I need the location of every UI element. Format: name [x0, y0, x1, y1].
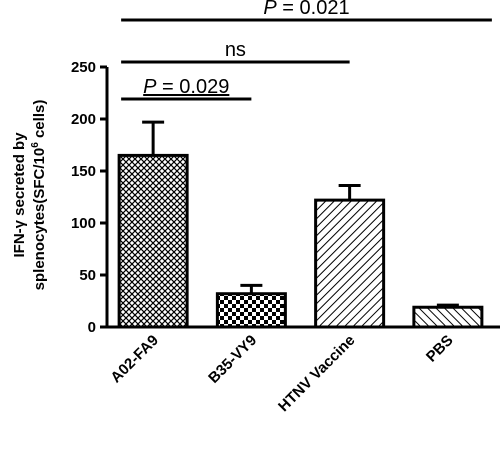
category-label: PBS: [423, 332, 457, 366]
significance-label: ns: [225, 39, 246, 61]
y-tick-label: 50: [79, 267, 96, 284]
p-value: = 0.021: [277, 0, 350, 19]
p-value: = 0.029: [157, 76, 230, 98]
y-axis-title-line2-sup: 6: [30, 142, 41, 148]
bar: [215, 292, 287, 329]
y-tick-label: 250: [71, 59, 96, 76]
bar: [117, 153, 189, 329]
bar: [314, 198, 386, 329]
significance-label: P = 0.029: [143, 76, 229, 98]
y-tick-label: 150: [71, 163, 96, 180]
category-label: HTNV Vaccine: [275, 332, 358, 415]
y-tick-label: 0: [88, 319, 96, 336]
y-axis-title-line2: splenocytes(SFC/106 cells): [30, 100, 48, 291]
y-axis-title-line2-suffix: cells): [31, 100, 48, 143]
category-label: A02-FA9: [107, 332, 161, 386]
p-value: ns: [225, 39, 246, 61]
y-tick-label: 100: [71, 215, 96, 232]
significance-brackets: P = 0.029 ns P = 0.021: [121, 0, 492, 101]
category-label: B35-VY9: [205, 332, 260, 387]
y-tick-label: 200: [71, 111, 96, 128]
y-axis-title: IFN-γ secreted by splenocytes(SFC/106 ce…: [11, 100, 48, 291]
bars: [117, 153, 484, 329]
category-labels: A02-FA9 B35-VY9 HTNV Vaccine PBS: [107, 332, 456, 415]
significance-label: P = 0.021: [263, 0, 349, 19]
y-axis-title-line1: IFN-γ secreted by: [11, 132, 28, 258]
error-bars: [142, 120, 459, 308]
p-symbol: P: [263, 0, 277, 19]
bar: [412, 305, 484, 329]
y-axis-title-line2-prefix: splenocytes(SFC/10: [31, 148, 48, 291]
p-symbol: P: [143, 76, 157, 98]
